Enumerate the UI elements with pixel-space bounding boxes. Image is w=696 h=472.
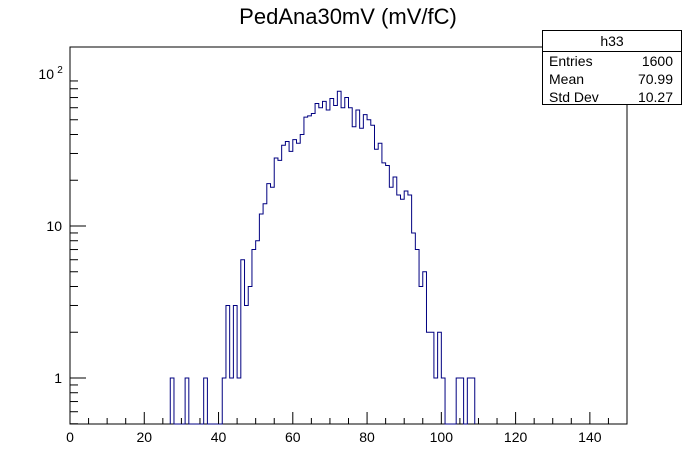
- stats-stddev-value: 10.27: [637, 89, 673, 105]
- histogram-bin: [230, 378, 234, 424]
- histogram-bin: [256, 241, 260, 424]
- chart-title: PedAna30mV (mV/fC): [239, 4, 457, 29]
- x-tick-label: 120: [504, 429, 528, 445]
- stats-mean-value: 70.99: [637, 71, 673, 87]
- histogram-bin: [319, 108, 323, 424]
- histogram-bin: [389, 187, 393, 424]
- histogram-bin: [245, 305, 249, 424]
- histogram-bin: [259, 214, 263, 424]
- histogram-bin: [360, 128, 364, 424]
- histogram-bin: [434, 378, 438, 424]
- histogram-bars: [169, 90, 476, 425]
- x-tick-label: 20: [136, 429, 152, 445]
- stats-entries-value: 1600: [641, 53, 673, 69]
- histogram-bin: [248, 286, 252, 424]
- histogram-bin: [400, 199, 404, 424]
- histogram-line: [169, 90, 476, 425]
- histogram-bin: [382, 163, 386, 424]
- histogram-bin: [397, 195, 401, 424]
- histogram-bin: [300, 134, 304, 424]
- histogram-bin: [263, 204, 267, 424]
- histogram-bin: [330, 98, 334, 424]
- histogram-bin: [415, 250, 419, 424]
- histogram-bin: [285, 141, 289, 424]
- histogram-bin: [334, 106, 338, 424]
- x-axis: 0 20 40 60 80 100 120 140: [66, 412, 628, 445]
- histogram-bin: [371, 125, 375, 424]
- histogram-bin: [289, 151, 293, 424]
- stats-stddev-row: Std Dev 10.27: [543, 88, 681, 106]
- histogram-bin: [282, 145, 286, 424]
- stats-mean-label: Mean: [549, 71, 585, 87]
- x-tick-label: 100: [430, 429, 454, 445]
- y-tick-exponent: 2: [57, 65, 63, 76]
- histogram-bin: [274, 158, 278, 424]
- stats-title: h33: [543, 31, 681, 52]
- histogram-bin: [426, 332, 430, 424]
- histogram-bin: [349, 108, 353, 424]
- stats-mean-row: Mean 70.99: [543, 70, 681, 88]
- histogram-bin: [226, 305, 230, 424]
- histogram-bin: [460, 378, 464, 424]
- histogram-bin: [233, 305, 237, 424]
- histogram-bin: [278, 160, 282, 424]
- histogram-bin: [456, 378, 460, 424]
- histogram-bin: [170, 378, 174, 424]
- histogram-bin: [304, 117, 308, 424]
- y-tick-label: 1: [54, 370, 62, 386]
- histogram-bin: [404, 191, 408, 424]
- histogram-bin: [308, 116, 312, 424]
- histogram-bin: [252, 250, 256, 424]
- histogram-bin: [315, 103, 319, 424]
- x-tick-label: 0: [66, 429, 74, 445]
- x-tick-label: 60: [285, 429, 301, 445]
- histogram-bin: [204, 378, 208, 424]
- histogram-bin: [419, 286, 423, 424]
- histogram-bin: [356, 110, 360, 424]
- histogram-bin: [363, 115, 367, 424]
- histogram-bin: [467, 378, 471, 424]
- histogram-bin: [337, 91, 341, 424]
- histogram-bin: [423, 272, 427, 424]
- x-tick-label: 80: [359, 429, 375, 445]
- histogram-bin: [471, 378, 475, 424]
- histogram-bin: [271, 187, 275, 424]
- stats-entries-row: Entries 1600: [543, 52, 681, 70]
- stats-box: h33 Entries 1600 Mean 70.99 Std Dev 10.2…: [542, 30, 682, 105]
- histogram-bin: [386, 166, 390, 424]
- histogram-bin: [412, 233, 416, 424]
- histogram-bin: [326, 110, 330, 424]
- histogram-bin: [297, 143, 301, 424]
- histogram-bin: [341, 108, 345, 424]
- histogram-bin: [311, 113, 315, 424]
- histogram-bin: [222, 378, 226, 424]
- histogram-bin: [241, 260, 245, 424]
- y-tick-label: 10: [38, 66, 54, 82]
- histogram-bin: [323, 101, 327, 424]
- x-tick-label: 40: [211, 429, 227, 445]
- histogram-bin: [378, 143, 382, 424]
- x-tick-label: 140: [578, 429, 602, 445]
- histogram-bin: [367, 120, 371, 424]
- histogram-bin: [185, 378, 189, 424]
- histogram-bin: [441, 378, 445, 424]
- histogram-bin: [374, 149, 378, 424]
- histogram-bin: [237, 378, 241, 424]
- histogram-bin: [345, 98, 349, 424]
- histogram-bin: [352, 127, 356, 424]
- histogram-bin: [408, 195, 412, 424]
- histogram-bin: [430, 332, 434, 424]
- stats-stddev-label: Std Dev: [549, 89, 599, 105]
- histogram-bin: [267, 184, 271, 424]
- histogram-bin: [293, 140, 297, 424]
- stats-entries-label: Entries: [549, 53, 593, 69]
- y-tick-label: 10: [46, 218, 62, 234]
- histogram-bin: [438, 332, 442, 424]
- histogram-bin: [393, 177, 397, 424]
